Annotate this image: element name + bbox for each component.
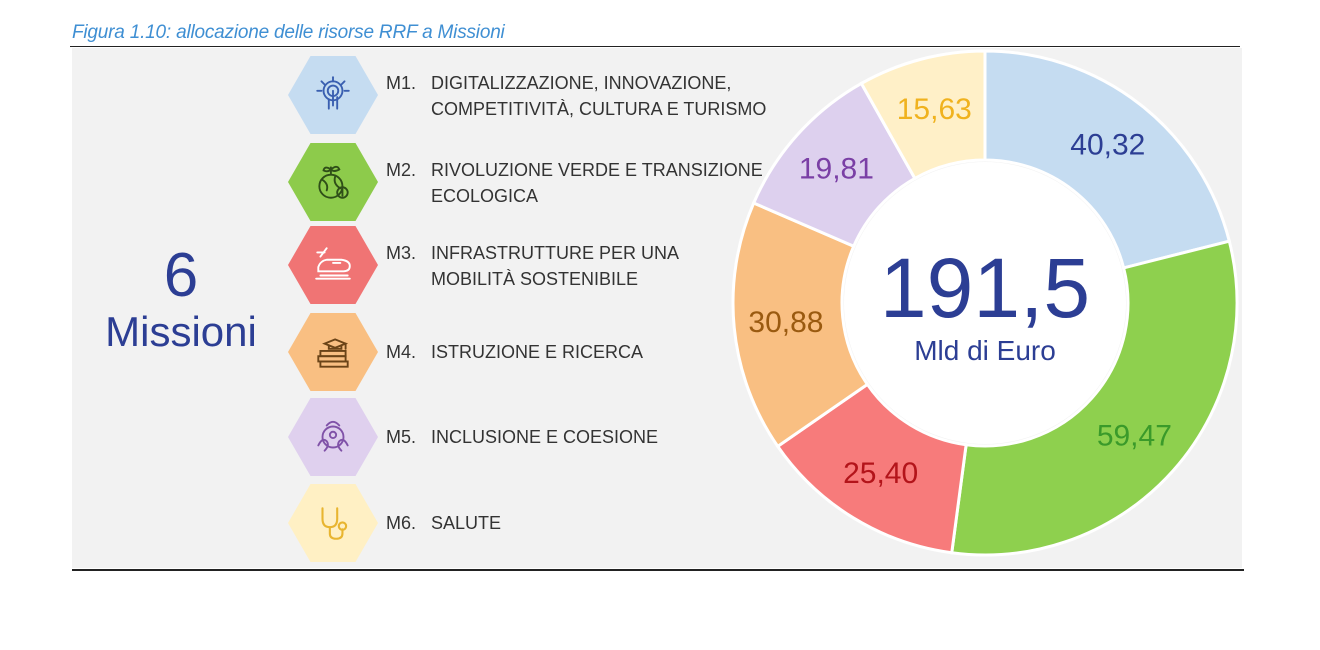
donut-label-m5: 19,81: [799, 153, 874, 186]
mission-title-line2: MOBILITÀ SOSTENIBILE: [431, 269, 639, 289]
donut-total-value: 191,5: [879, 241, 1091, 335]
bottom-rule: [72, 569, 1244, 571]
donut-total-unit: Mld di Euro: [914, 335, 1056, 366]
mission-hexagon: [288, 56, 378, 134]
mission-title-line1: INFRASTRUTTURE PER UNA: [431, 243, 680, 263]
donut-label-m3: 25,40: [843, 457, 918, 490]
mission-item-m3: M3. INFRASTRUTTURE PER UNA MOBILITÀ SOST…: [288, 226, 788, 304]
mission-title-line2: ECOLOGICA: [431, 186, 539, 206]
mission-code: M5.: [386, 427, 417, 447]
mission-item-m4: M4. ISTRUZIONE E RICERCA: [288, 313, 788, 391]
donut-label-m1: 40,32: [1070, 129, 1145, 162]
mission-title-line1: ISTRUZIONE E RICERCA: [431, 342, 644, 362]
mission-hexagon: [288, 226, 378, 304]
mission-code: M6.: [386, 513, 417, 533]
donut-label-m4: 30,88: [748, 306, 823, 339]
figure-caption: Figura 1.10: allocazione delle risorse R…: [72, 22, 505, 43]
train-icon: [315, 247, 351, 280]
mission-title-line1: INCLUSIONE E COESIONE: [431, 427, 659, 447]
mission-item-m1: M1. DIGITALIZZAZIONE, INNOVAZIONE, COMPE…: [288, 56, 788, 134]
mission-title-line1: RIVOLUZIONE VERDE E TRANSIZIONE: [431, 160, 763, 180]
hands-circle-icon: [317, 420, 349, 452]
mission-hexagon: [288, 313, 378, 391]
donut-label-m2: 59,47: [1097, 420, 1172, 453]
mission-item-m2: M2. RIVOLUZIONE VERDE E TRANSIZIONE ECOL…: [288, 143, 788, 221]
mission-hexagon: [288, 143, 378, 221]
books-graduation-cap-icon: [317, 338, 349, 368]
mission-title-line2: COMPETITIVITÀ, CULTURA E TURISMO: [431, 99, 767, 119]
mission-title-line1: DIGITALIZZAZIONE, INNOVAZIONE,: [431, 73, 732, 93]
mission-code: M1.: [386, 73, 417, 93]
mission-code: M3.: [386, 243, 417, 263]
mission-item-m6: M6. SALUTE: [288, 484, 788, 562]
donut-slice-m2: [950, 239, 1239, 557]
allocation-donut-chart: 40,32 59,47 25,40 30,88 19,81 15,63: [731, 49, 1239, 557]
stethoscope-icon: [321, 507, 348, 540]
digital-hand-icon: [316, 76, 350, 110]
missions-label: Missioni: [105, 308, 257, 355]
mission-code: M2.: [386, 160, 417, 180]
donut-center-hole: [844, 162, 1126, 444]
green-globe-icon: [318, 165, 349, 199]
missions-count: 6: [163, 241, 199, 310]
donut-slice-m1: [983, 49, 1232, 270]
mission-code: M4.: [386, 342, 417, 362]
top-rule: [70, 46, 1240, 47]
mission-title-line1: SALUTE: [431, 513, 502, 533]
donut-slice-m4: [731, 201, 870, 449]
mission-hexagon: [288, 398, 378, 476]
mission-item-m5: M5. INCLUSIONE E COESIONE: [288, 398, 788, 476]
mission-hexagon: [288, 484, 378, 562]
donut-label-m6: 15,63: [897, 93, 972, 126]
donut-slice-m6: [859, 49, 987, 181]
